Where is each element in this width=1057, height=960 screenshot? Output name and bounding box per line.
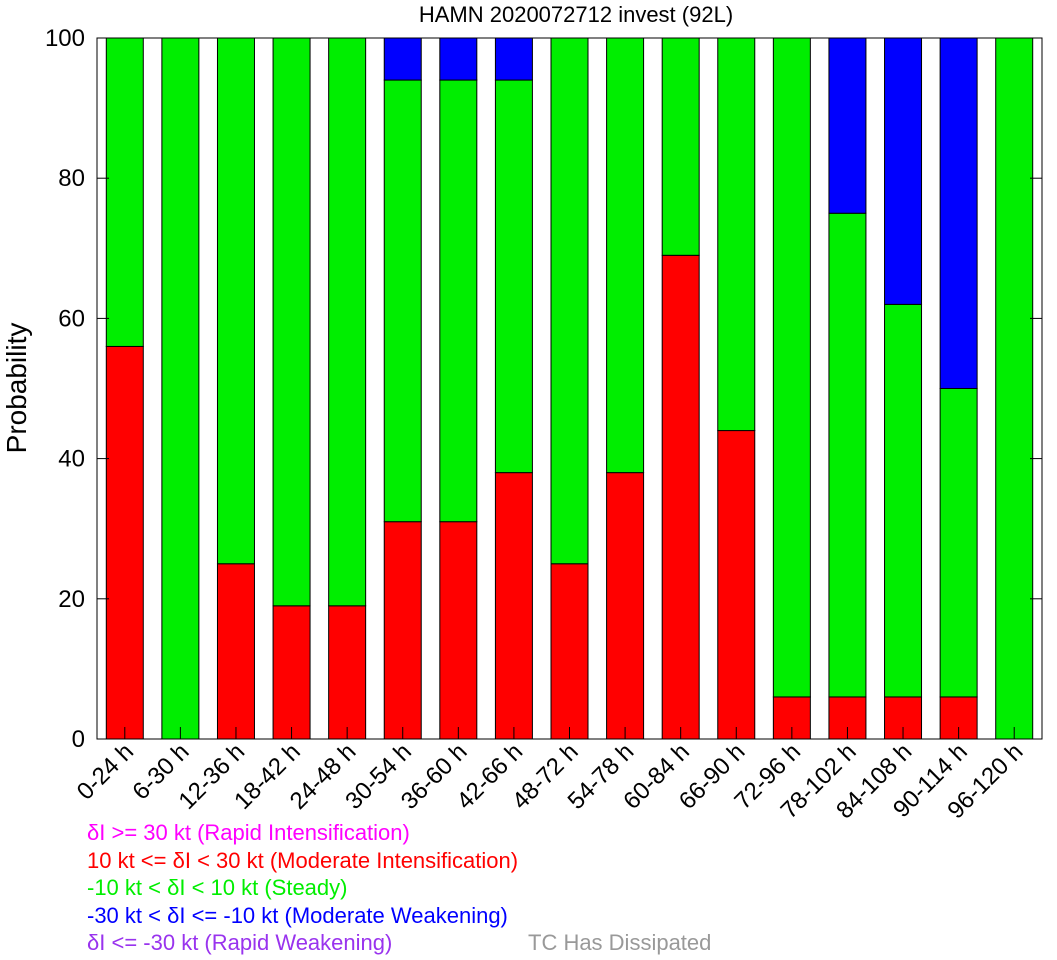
bar-segment-9-0 (606, 472, 645, 740)
y-tick-label: 60 (58, 305, 85, 332)
bar-segment-1-1 (161, 37, 200, 740)
bar-segment-5-0 (383, 521, 422, 740)
bar-segment-7-0 (494, 472, 533, 740)
bar-segment-3-0 (272, 605, 311, 740)
y-axis-label: Probability (1, 323, 32, 454)
bar-segment-13-1 (828, 212, 867, 698)
bar-segment-11-1 (717, 37, 756, 432)
legend-moderate-weakening: -30 kt < δI <= -10 kt (Moderate Weakenin… (87, 903, 508, 928)
y-tick-label: 80 (58, 165, 85, 192)
bar-segment-2-1 (216, 37, 255, 565)
legend-steady: -10 kt < δI < 10 kt (Steady) (87, 875, 348, 900)
bar-segment-14-2 (884, 37, 923, 305)
bars-group (105, 37, 1034, 740)
bar-segment-7-2 (494, 37, 533, 81)
bar-segment-3-1 (272, 37, 311, 607)
bar-segment-8-1 (550, 37, 589, 565)
bar-segment-15-1 (939, 388, 978, 698)
bar-segment-15-2 (939, 37, 978, 389)
legend-rapid-intensification: δI >= 30 kt (Rapid Intensification) (87, 820, 410, 845)
bar-segment-5-2 (383, 37, 422, 81)
bar-segment-6-0 (439, 521, 478, 740)
chart-title: HAMN 2020072712 invest (92L) (419, 2, 733, 27)
bar-segment-9-1 (606, 37, 645, 474)
y-tick-label: 0 (72, 726, 85, 753)
y-tick-label: 20 (58, 586, 85, 613)
bar-segment-6-1 (439, 79, 478, 523)
bar-segment-0-0 (105, 345, 144, 740)
chart: HAMN 2020072712 invest (92L) Probability… (1, 2, 1043, 820)
bar-segment-5-1 (383, 79, 422, 523)
bar-segment-6-2 (439, 37, 478, 81)
bar-segment-2-0 (216, 563, 255, 740)
bar-segment-13-2 (828, 37, 867, 214)
bar-segment-16-1 (995, 37, 1034, 740)
bar-segment-8-0 (550, 563, 589, 740)
legend-rapid-weakening: δI <= -30 kt (Rapid Weakening) (87, 930, 393, 955)
legend-dissipated: TC Has Dissipated (528, 930, 712, 955)
bar-segment-10-1 (661, 37, 700, 256)
bar-segment-7-1 (494, 79, 533, 474)
bar-segment-11-0 (717, 430, 756, 740)
bar-segment-10-0 (661, 254, 700, 740)
bar-segment-4-1 (328, 37, 367, 607)
bar-segment-4-0 (328, 605, 367, 740)
y-tick-label: 40 (58, 446, 85, 473)
legend-moderate-intensification: 10 kt <= δI < 30 kt (Moderate Intensific… (87, 848, 519, 873)
bar-segment-14-1 (884, 303, 923, 698)
bar-segment-0-1 (105, 37, 144, 347)
y-tick-label: 100 (45, 25, 85, 52)
bar-segment-12-1 (772, 37, 811, 698)
